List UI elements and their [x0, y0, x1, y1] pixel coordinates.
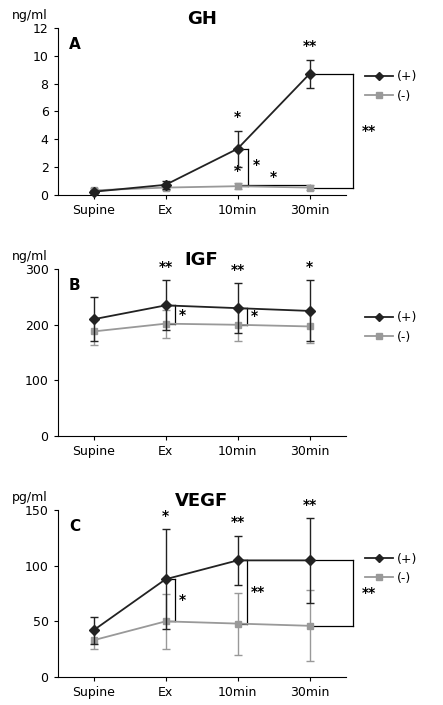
- Text: *: *: [179, 307, 187, 321]
- Text: *: *: [179, 594, 187, 607]
- Title: VEGF: VEGF: [175, 492, 228, 510]
- Text: *: *: [234, 110, 241, 124]
- Text: **: **: [361, 586, 376, 600]
- Text: *: *: [234, 164, 241, 178]
- Text: **: **: [230, 262, 245, 276]
- Text: B: B: [69, 278, 81, 293]
- Text: pg/ml: pg/ml: [12, 491, 47, 504]
- Text: **: **: [251, 585, 265, 599]
- Text: ng/ml: ng/ml: [12, 8, 47, 22]
- Text: *: *: [306, 259, 313, 274]
- Text: **: **: [303, 39, 317, 54]
- Text: **: **: [303, 498, 317, 512]
- Legend: (+), (-): (+), (-): [361, 307, 422, 349]
- Text: C: C: [69, 519, 80, 534]
- Text: **: **: [361, 124, 376, 137]
- Text: ng/ml: ng/ml: [12, 250, 47, 263]
- Text: *: *: [253, 158, 260, 172]
- Text: *: *: [270, 170, 277, 184]
- Legend: (+), (-): (+), (-): [361, 548, 422, 590]
- Text: A: A: [69, 37, 81, 51]
- Title: GH: GH: [187, 10, 217, 28]
- Legend: (+), (-): (+), (-): [361, 66, 422, 108]
- Text: *: *: [251, 309, 258, 324]
- Text: **: **: [159, 259, 173, 274]
- Text: **: **: [230, 515, 245, 529]
- Text: *: *: [162, 509, 169, 522]
- Title: IGF: IGF: [185, 251, 218, 269]
